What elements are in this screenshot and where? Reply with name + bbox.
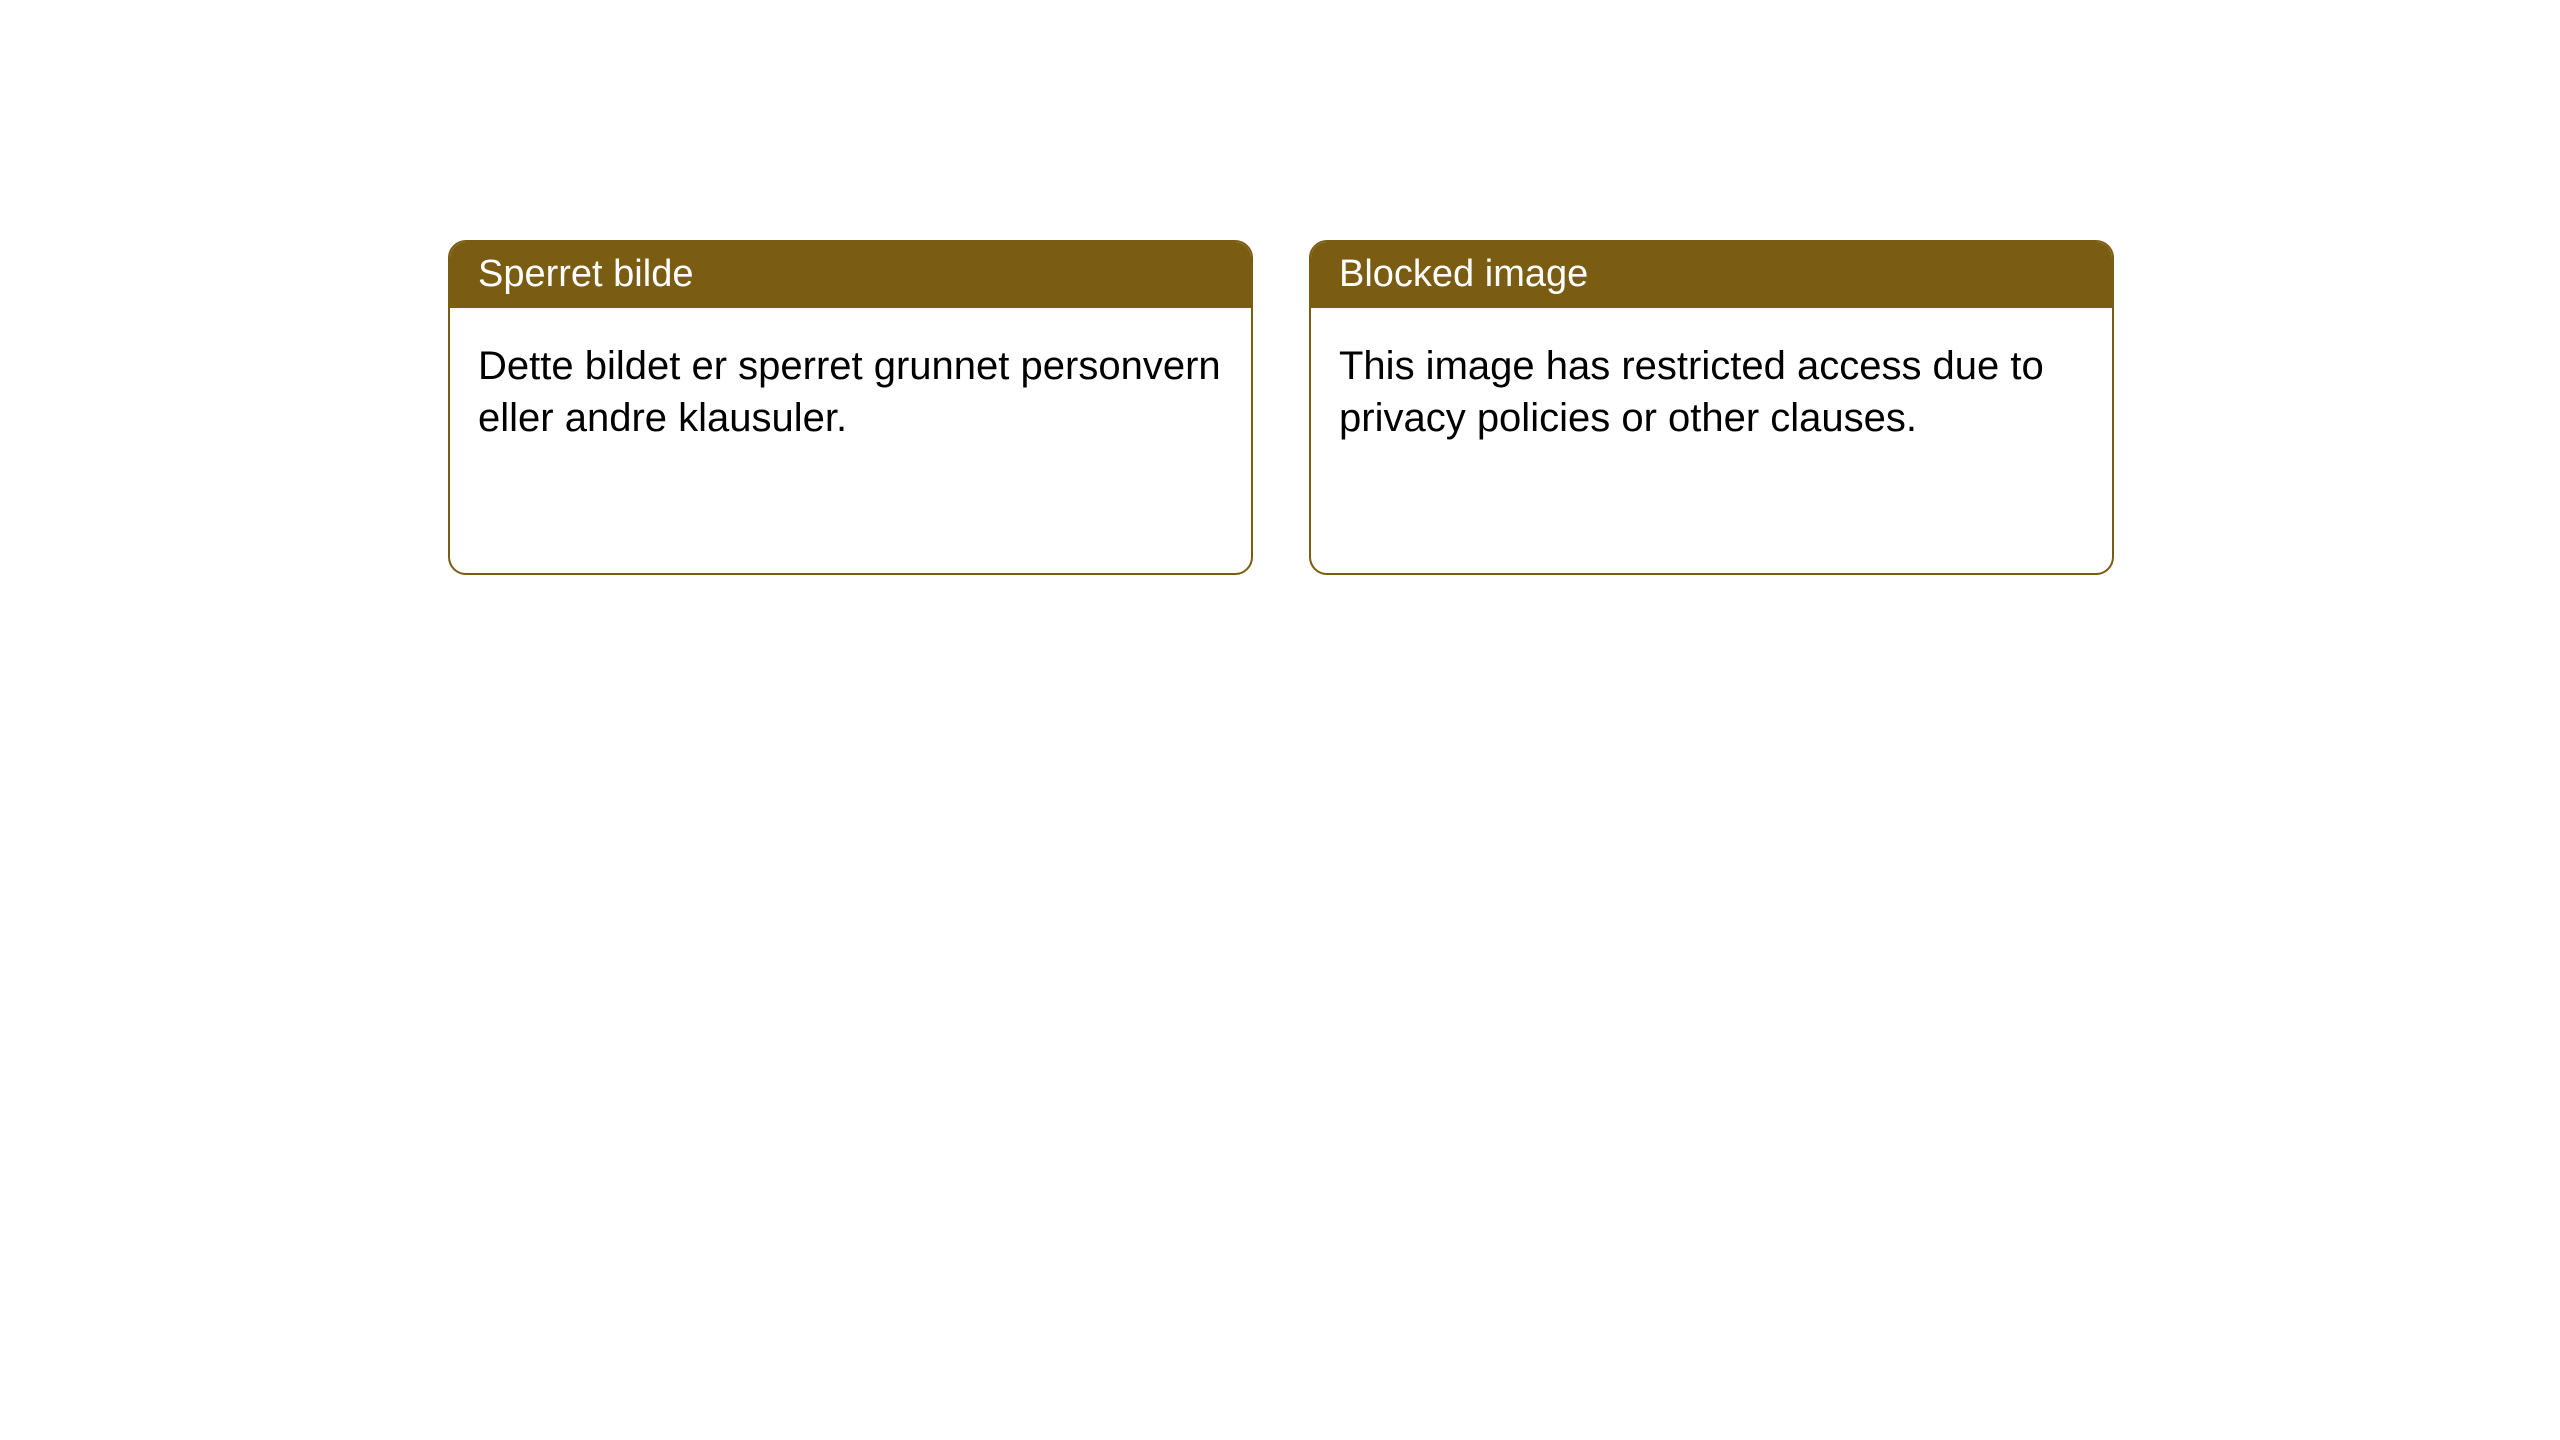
- card-header: Sperret bilde: [450, 242, 1251, 308]
- blocked-image-card-en: Blocked image This image has restricted …: [1309, 240, 2114, 575]
- card-body: Dette bildet er sperret grunnet personve…: [450, 308, 1251, 476]
- card-header: Blocked image: [1311, 242, 2112, 308]
- notice-cards-container: Sperret bilde Dette bildet er sperret gr…: [448, 240, 2114, 575]
- card-body: This image has restricted access due to …: [1311, 308, 2112, 476]
- blocked-image-card-no: Sperret bilde Dette bildet er sperret gr…: [448, 240, 1253, 575]
